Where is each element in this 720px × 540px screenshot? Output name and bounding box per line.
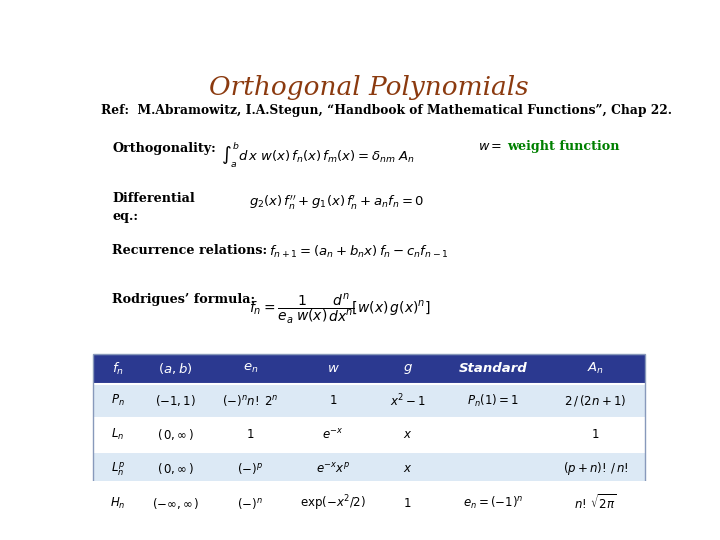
Text: $e_n$: $e_n$ (243, 362, 258, 375)
Text: $1$: $1$ (403, 497, 412, 510)
Text: $1$: $1$ (246, 428, 254, 441)
FancyBboxPatch shape (93, 486, 645, 520)
Text: $f_{n+1} = (a_n + b_n x)\,f_n - c_n f_{n-1}$: $f_{n+1} = (a_n + b_n x)\,f_n - c_n f_{n… (269, 244, 448, 260)
FancyBboxPatch shape (93, 418, 645, 452)
Text: $f_n$: $f_n$ (112, 361, 124, 377)
Text: $(-)^n$: $(-)^n$ (238, 496, 263, 510)
Text: $H_n$: $H_n$ (110, 496, 125, 511)
Text: $\int_a^b d\,x\; w(x)\,f_n(x)\,f_m(x) = \delta_{nm}\; A_n$: $\int_a^b d\,x\; w(x)\,f_n(x)\,f_m(x) = … (221, 140, 415, 168)
Text: $(p+n)!\,/\,n!$: $(p+n)!\,/\,n!$ (563, 461, 629, 477)
Text: $f_n = \dfrac{1}{e_a\; w(x)} \dfrac{d^n}{dx^n}\!\left[w(x)\,g(x)^n\right]$: $f_n = \dfrac{1}{e_a\; w(x)} \dfrac{d^n}… (249, 293, 431, 326)
Text: Differential
eq.:: Differential eq.: (112, 192, 195, 222)
FancyBboxPatch shape (93, 452, 645, 486)
Text: $x$: $x$ (403, 462, 413, 475)
Text: $x^2-1$: $x^2-1$ (390, 393, 426, 409)
FancyBboxPatch shape (93, 384, 645, 418)
Text: $A_n$: $A_n$ (587, 361, 604, 376)
Text: $\exp(-x^2/2)$: $\exp(-x^2/2)$ (300, 493, 366, 513)
Text: $(-1,1)$: $(-1,1)$ (155, 393, 196, 408)
Text: $g_2(x)\,f_n'' + g_1(x)\,f_n' + a_n f_n = 0$: $g_2(x)\,f_n'' + g_1(x)\,f_n' + a_n f_n … (249, 193, 425, 211)
Text: $P_n$: $P_n$ (111, 393, 125, 408)
Text: $(-)^p$: $(-)^p$ (237, 462, 264, 476)
Text: $e^{-x}x^p$: $e^{-x}x^p$ (316, 462, 350, 476)
Text: Orthogonality:: Orthogonality: (112, 141, 216, 155)
Text: $L_n^p$: $L_n^p$ (111, 460, 125, 478)
Text: Recurrence relations:: Recurrence relations: (112, 244, 267, 256)
Text: $(-)^n n!\; 2^n$: $(-)^n n!\; 2^n$ (222, 393, 279, 408)
Text: $(\,0,\infty\,)$: $(\,0,\infty\,)$ (157, 462, 194, 476)
Text: $2\,/\,(2n+1)$: $2\,/\,(2n+1)$ (564, 393, 626, 408)
Text: $e^{-x}$: $e^{-x}$ (323, 428, 344, 442)
Text: $n!\,\sqrt{2\pi}$: $n!\,\sqrt{2\pi}$ (574, 494, 617, 512)
Text: $(\,0,\infty\,)$: $(\,0,\infty\,)$ (157, 427, 194, 442)
Text: Rodrigues’ formula:: Rodrigues’ formula: (112, 294, 256, 307)
Text: $e_n=(-1)^n$: $e_n=(-1)^n$ (463, 495, 523, 511)
Text: $w$: $w$ (327, 362, 340, 375)
Text: $w =$: $w =$ (478, 140, 506, 153)
Text: $g$: $g$ (402, 362, 413, 376)
Text: $x$: $x$ (403, 428, 413, 441)
Text: $(-\infty,\infty\,)$: $(-\infty,\infty\,)$ (152, 496, 199, 510)
Text: Ref:  M.Abramowitz, I.A.Stegun, “Handbook of Mathematical Functions”, Chap 22.: Ref: M.Abramowitz, I.A.Stegun, “Handbook… (101, 104, 672, 117)
Text: $1$: $1$ (329, 394, 337, 407)
Text: Orthogonal Polynomials: Orthogonal Polynomials (210, 75, 528, 100)
FancyBboxPatch shape (93, 354, 645, 384)
Text: $1$: $1$ (591, 428, 600, 441)
Text: Standard: Standard (459, 362, 528, 375)
Text: $L_n$: $L_n$ (111, 427, 125, 442)
Text: weight function: weight function (508, 140, 620, 153)
Text: $P_n(1)=1$: $P_n(1)=1$ (467, 393, 519, 409)
Text: $(a,b)$: $(a,b)$ (158, 361, 193, 376)
